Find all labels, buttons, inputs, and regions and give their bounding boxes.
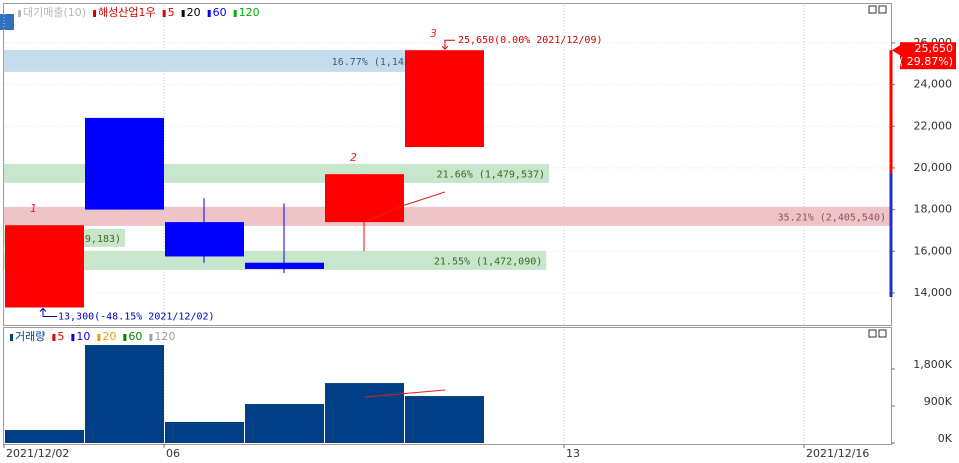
legend-label: 20 [102, 330, 116, 343]
legend-swatch [181, 10, 185, 17]
legend-swatch [93, 10, 97, 17]
legend-label: 60 [213, 6, 227, 19]
volume-band [4, 206, 890, 226]
legend-label: 해성산업1우 [98, 5, 156, 19]
legend-swatch [149, 334, 153, 341]
band-label: 16.77% (1,145,5 [332, 57, 422, 68]
volume-bar [245, 404, 324, 443]
annotation: 25,650(0.00% 2021/12/09) [458, 35, 603, 46]
candle-body [85, 117, 164, 210]
panel-button[interactable] [0, 14, 14, 30]
y-tick-label: 0K [938, 432, 953, 445]
band-label: 35.21% (2,405,540) [778, 212, 886, 223]
legend-label: 120 [239, 6, 260, 19]
legend-swatch [97, 334, 101, 341]
legend-label: 120 [154, 330, 175, 343]
last-price-pointer [892, 45, 900, 56]
handwritten-mark: 1 [30, 202, 37, 215]
candle-body [5, 225, 84, 308]
legend-swatch [52, 334, 56, 341]
legend-swatch [18, 10, 21, 17]
candle-body [165, 222, 244, 257]
x-tick-label: 13 [566, 447, 580, 460]
handwritten-mark: 2 [350, 151, 357, 164]
volume-bar [5, 430, 84, 443]
legend-label: 10 [76, 330, 90, 343]
y-tick-label: 24,000 [914, 78, 953, 91]
candle-body [325, 174, 404, 223]
legend-swatch [207, 10, 211, 17]
last-price-change: ( 29.87%) [899, 55, 953, 68]
annotation-arrow [39, 307, 57, 317]
volume-band [4, 49, 426, 72]
handwritten-line [364, 389, 446, 398]
y-tick-label: 20,000 [914, 161, 953, 174]
legend-label: 거래량 [15, 330, 45, 343]
candle-body [405, 50, 484, 148]
x-tick-label: 2021/12/16 [806, 447, 869, 460]
legend-swatch [10, 334, 13, 341]
volume-bar [85, 345, 164, 443]
last-price-box [900, 42, 956, 70]
panel-icon[interactable] [868, 5, 877, 14]
annotation-arrow [441, 39, 455, 50]
y-tick-label: 1,800K [913, 358, 952, 371]
last-price-label: 25,650 [915, 42, 954, 55]
band-label: 21.66% (1,479,537) [437, 169, 545, 180]
y-tick-label: 16,000 [914, 244, 953, 257]
volume-band [4, 250, 547, 270]
y-tick-label: 900K [924, 395, 953, 408]
legend-label: 5 [57, 330, 64, 343]
volume-panel [3, 327, 892, 445]
y-tick-label: 18,000 [914, 203, 953, 216]
panel-icon[interactable] [878, 5, 887, 14]
handwritten-mark: 3 [430, 27, 437, 40]
band-label: 21.55% (1,472,090) [434, 256, 542, 267]
candle-body [245, 262, 324, 269]
x-tick-label: 06 [166, 447, 180, 460]
handwritten-line [364, 191, 446, 223]
volume-bar [405, 396, 484, 443]
x-tick-label: 2021/12/02 [6, 447, 69, 460]
band-label: 9,183) [85, 234, 121, 245]
legend-label: 20 [187, 6, 201, 19]
legend-label: 5 [168, 6, 175, 19]
legend-swatch [123, 334, 127, 341]
legend-swatch [71, 334, 75, 341]
legend-label: 60 [128, 330, 142, 343]
annotation: 13,300(-48.15% 2021/12/02) [58, 312, 215, 323]
legend-swatch [233, 10, 237, 17]
panel-icon[interactable] [878, 329, 887, 338]
y-tick-label: 22,000 [914, 119, 953, 132]
volume-bar [165, 422, 244, 443]
y-tick-label: 14,000 [914, 286, 953, 299]
legend-swatch [162, 10, 166, 17]
legend-label: 대기매출(10) [23, 6, 86, 19]
panel-icon[interactable] [868, 329, 877, 338]
volume-bar [325, 383, 404, 443]
